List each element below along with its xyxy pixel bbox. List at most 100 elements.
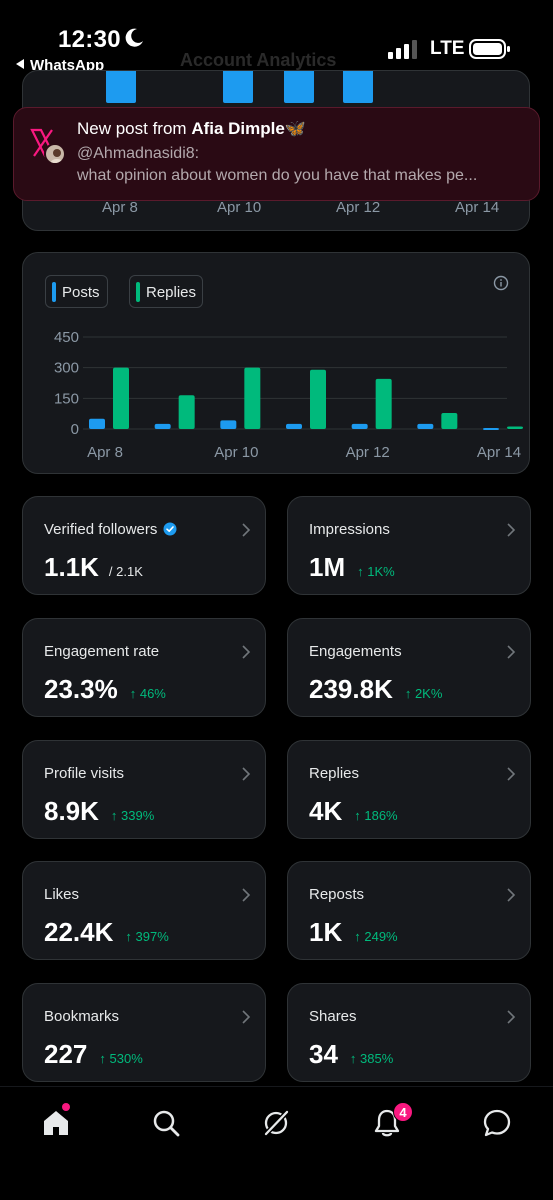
back-arrow-icon	[16, 59, 24, 69]
stat-value-row: 1.1K / 2.1K	[44, 552, 143, 583]
posts-bar	[417, 423, 434, 429]
legend-swatch	[52, 282, 56, 302]
avatar	[44, 143, 66, 165]
stat-value: 23.3%	[44, 674, 118, 704]
stat-value: 22.4K	[44, 917, 114, 947]
y-tick-label: 150	[54, 390, 79, 407]
notification-text: what opinion about women do you have tha…	[77, 167, 478, 184]
activity-chart-card: Posts Replies 450 300 150 0 Apr 8 Apr 10 Apr 1…	[22, 252, 530, 474]
stat-card[interactable]: Likes 22.4K ↑ 397%	[22, 861, 266, 960]
posts-bar	[89, 418, 105, 429]
posts-bar	[220, 420, 237, 429]
legend-replies[interactable]: Replies	[129, 275, 203, 308]
legend-swatch	[136, 282, 140, 302]
stat-value-row: 1K ↑ 249%	[309, 917, 398, 948]
posts-bar	[154, 423, 171, 429]
back-to-app-link[interactable]: WhatsApp	[16, 57, 104, 74]
stat-label-row: Bookmarks	[44, 1008, 119, 1025]
stat-value: 1M	[309, 552, 346, 582]
chevron-right-icon	[507, 888, 516, 902]
stat-label-row: Likes	[44, 886, 79, 903]
stat-total: / 2.1K	[108, 564, 143, 579]
stat-card[interactable]: Engagements 239.8K ↑ 2K%	[287, 618, 531, 717]
stat-value-row: 227 ↑ 530%	[44, 1039, 143, 1070]
stat-card[interactable]: Verified followers 1.1K / 2.1K	[22, 496, 266, 595]
stat-value: 1K	[309, 917, 343, 947]
chevron-right-icon	[242, 523, 251, 537]
x-tick-label: Apr 14	[455, 199, 500, 216]
x-tick-label: Apr 12	[336, 199, 381, 216]
replies-bar	[375, 378, 392, 429]
replies-bar	[178, 395, 195, 429]
stat-value-row: 34 ↑ 385%	[309, 1039, 393, 1070]
replies-bar	[310, 369, 326, 429]
stat-label: Engagement rate	[44, 643, 160, 660]
replies-bar	[507, 426, 523, 429]
chevron-right-icon	[242, 645, 251, 659]
replies-bar	[113, 367, 129, 429]
info-icon[interactable]	[493, 275, 509, 291]
stat-value-row: 22.4K ↑ 397%	[44, 917, 169, 948]
stat-value-row: 239.8K ↑ 2K%	[309, 674, 442, 705]
stat-value-row: 23.3% ↑ 46%	[44, 674, 166, 705]
stat-label: Reposts	[309, 886, 365, 903]
stat-card[interactable]: Reposts 1K ↑ 249%	[287, 861, 531, 960]
stat-change: ↑ 2K%	[404, 686, 443, 701]
notifications-icon[interactable]	[371, 1107, 403, 1139]
chart-bar	[223, 71, 253, 103]
y-tick-label: 300	[54, 360, 79, 377]
battery-icon	[469, 39, 510, 59]
stat-card[interactable]: Engagement rate 23.3% ↑ 46%	[22, 618, 266, 717]
home-icon[interactable]	[40, 1107, 72, 1139]
legend-label: Replies	[146, 284, 197, 301]
stat-card[interactable]: Impressions 1M ↑ 1K%	[287, 496, 531, 595]
stat-change: ↑ 397%	[125, 929, 169, 944]
stat-card[interactable]: Bookmarks 227 ↑ 530%	[22, 983, 266, 1082]
stat-value: 34	[309, 1039, 338, 1069]
notification-count-badge: 4	[393, 1102, 413, 1122]
stat-label: Bookmarks	[44, 1008, 120, 1025]
chevron-right-icon	[242, 1010, 251, 1024]
stat-card[interactable]: Shares 34 ↑ 385%	[287, 983, 531, 1082]
page-title: Account Analytics	[180, 50, 337, 70]
signal-icon	[388, 40, 417, 59]
notification-banner[interactable]	[13, 107, 540, 201]
stat-label-row: Verified followers	[44, 521, 177, 538]
posts-bar	[286, 423, 302, 429]
stat-label-row: Shares	[309, 1008, 357, 1025]
moon-icon	[125, 28, 143, 47]
stat-label-row: Replies	[309, 765, 359, 782]
x-tick-label: Apr 14	[477, 444, 521, 461]
x-tick-label: Apr 12	[346, 444, 390, 461]
messages-icon[interactable]	[481, 1107, 513, 1139]
y-tick-label: 0	[71, 421, 79, 438]
x-tick-label: Apr 10	[217, 199, 262, 216]
grok-icon[interactable]	[260, 1107, 292, 1139]
stat-change: ↑ 1K%	[357, 564, 395, 579]
stat-label: Profile visits	[44, 765, 125, 782]
stat-label-row: Engagements	[309, 643, 402, 660]
legend-posts[interactable]: Posts	[45, 275, 108, 308]
stat-label: Impressions	[309, 521, 390, 538]
stat-card[interactable]: Profile visits 8.9K ↑ 339%	[22, 740, 266, 839]
stat-value: 4K	[309, 796, 343, 826]
stat-label-row: Reposts	[309, 886, 364, 903]
stat-value: 239.8K	[309, 674, 393, 704]
search-icon[interactable]	[150, 1107, 182, 1139]
home-unread-dot	[62, 1103, 70, 1111]
stat-change: ↑ 339%	[110, 808, 155, 823]
notification-title: New post from Afia Dimple🦋	[77, 119, 307, 138]
stat-change: ↑ 46%	[129, 686, 166, 701]
stat-value-row: 1M ↑ 1K%	[309, 552, 395, 583]
stat-change: ↑ 249%	[354, 929, 398, 944]
stat-label: Shares	[309, 1008, 357, 1025]
replies-bar	[441, 413, 458, 429]
stat-change: ↑ 186%	[354, 808, 398, 823]
stat-value: 8.9K	[44, 796, 99, 826]
stat-label: Verified followers	[44, 521, 158, 538]
stat-label-row: Impressions	[309, 521, 390, 538]
chevron-right-icon	[507, 645, 516, 659]
chevron-right-icon	[242, 767, 251, 781]
butterfly-emoji: 🦋	[284, 119, 307, 138]
stat-card[interactable]: Replies 4K ↑ 186%	[287, 740, 531, 839]
